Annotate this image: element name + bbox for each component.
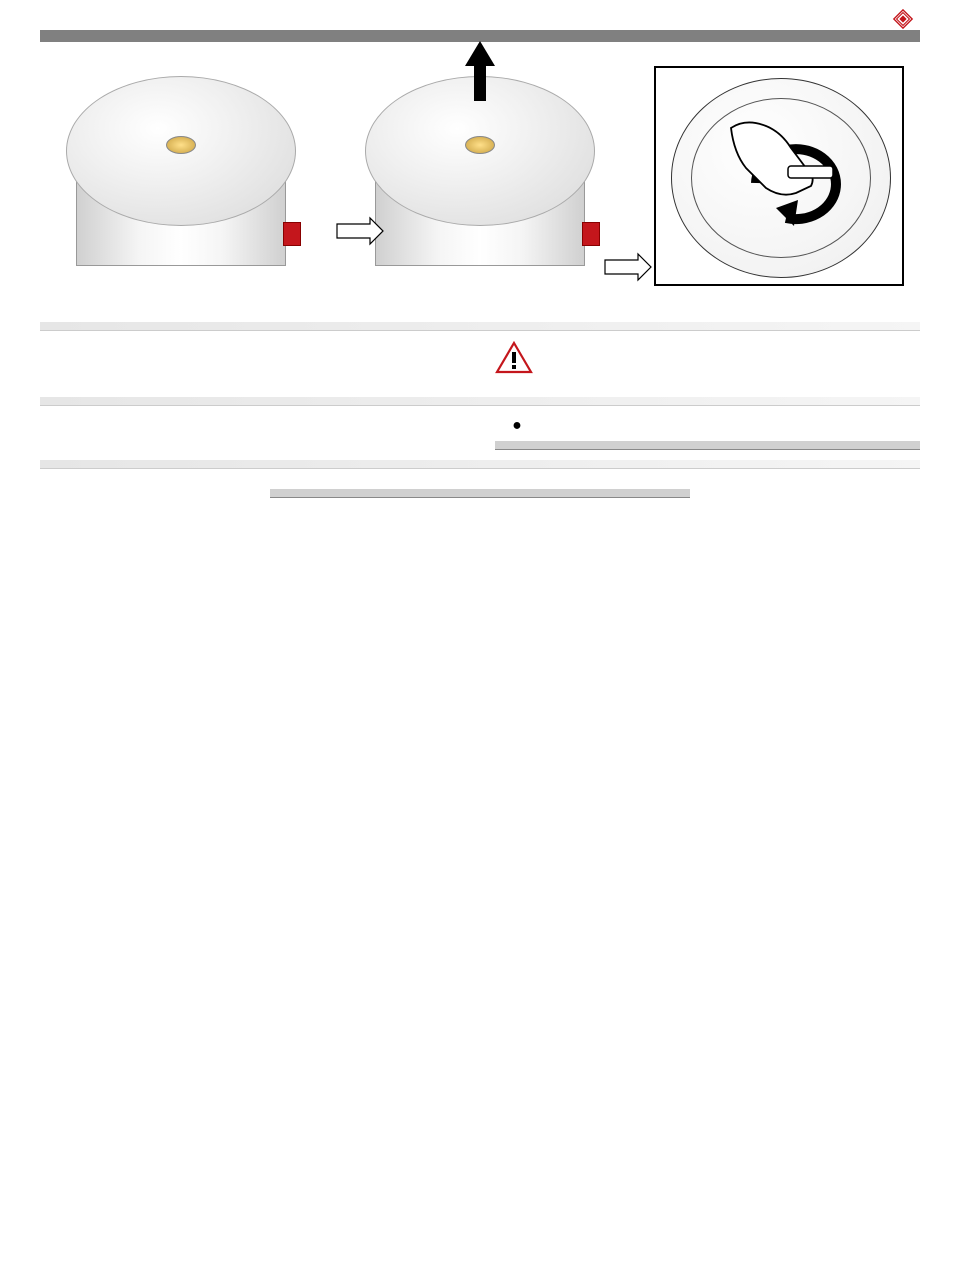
figure-panel-1 (40, 62, 322, 312)
col-pos (270, 489, 320, 498)
warning-icon (495, 341, 533, 375)
arrow-up-icon (460, 36, 500, 106)
section-7-right (495, 416, 920, 450)
hand-icon (726, 118, 846, 208)
table-header-row (270, 489, 690, 498)
diamond-icon (892, 8, 914, 30)
section-7-left (40, 416, 465, 450)
heater-illustration (365, 66, 595, 266)
anode-table (495, 441, 920, 450)
figure-row (40, 62, 920, 312)
section-6-left (40, 341, 465, 387)
section-7-body (40, 416, 920, 450)
table-header-row (495, 441, 920, 450)
col-type (495, 441, 637, 450)
arrow-right-icon (603, 252, 653, 282)
figure-panel-3 (638, 62, 920, 312)
section-6-body (40, 341, 920, 387)
arrow-right-icon (335, 216, 385, 246)
anode-bullet (495, 416, 920, 435)
heater-front-illustration (654, 66, 904, 286)
col-qty (630, 489, 690, 498)
col-application (778, 441, 920, 450)
section-7-heading (40, 397, 920, 406)
figure-panel-2 (339, 62, 621, 312)
brand-logo (892, 8, 920, 30)
col-thread (637, 441, 779, 450)
col-part (320, 489, 630, 498)
section-6-heading (40, 322, 920, 331)
section-6-right (495, 341, 920, 387)
section-8-heading (40, 460, 920, 469)
heater-illustration (66, 66, 296, 266)
equipment-table (270, 489, 690, 498)
